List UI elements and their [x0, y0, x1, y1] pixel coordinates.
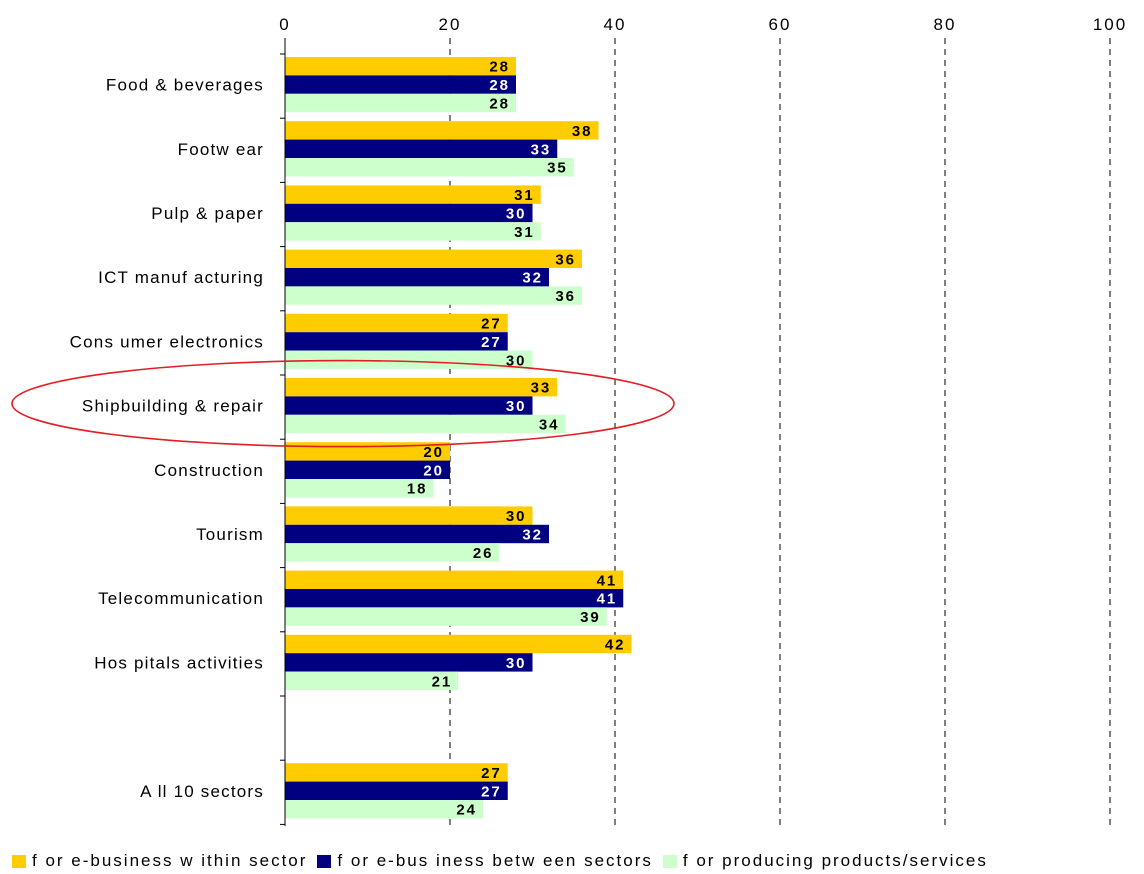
data-label: 31	[514, 224, 535, 241]
bars: 2828283833353130313632362727303330342020…	[285, 57, 632, 819]
bar	[285, 671, 459, 690]
data-label: 39	[580, 609, 601, 626]
data-label: 36	[555, 288, 576, 305]
x-tick-label: 40	[604, 15, 627, 34]
data-label: 20	[423, 444, 444, 461]
category-label: ICT manuf acturing	[98, 268, 264, 287]
data-label: 27	[481, 783, 502, 800]
category-label: Hos pitals activities	[94, 653, 264, 672]
bar	[285, 185, 541, 204]
bar	[285, 634, 632, 654]
bar	[285, 653, 533, 672]
data-label: 30	[506, 398, 527, 415]
data-label: 26	[473, 545, 494, 562]
data-label: 33	[531, 141, 552, 158]
data-label: 31	[514, 187, 535, 204]
category-label: Construction	[154, 461, 264, 480]
data-label: 34	[539, 417, 560, 434]
legend-swatch	[662, 854, 677, 868]
bar	[285, 781, 508, 800]
x-tick-label: 100	[1093, 15, 1127, 34]
x-axis-ticks: 0 20 40 60 80 100	[279, 15, 1127, 34]
data-label: 28	[489, 96, 510, 113]
highlight-ellipse	[11, 359, 675, 448]
x-tick-label: 0	[279, 15, 290, 34]
category-label: Pulp & paper	[151, 204, 264, 223]
legend-item: f or e-bus iness betw een sectors	[317, 851, 652, 871]
data-label: 35	[547, 160, 568, 177]
data-label: 41	[597, 572, 618, 589]
bar	[285, 589, 624, 608]
bar	[285, 460, 450, 479]
data-label: 28	[489, 59, 510, 76]
x-tick-label: 20	[439, 15, 462, 34]
bar	[285, 524, 549, 544]
category-label: Food & beverages	[106, 76, 264, 95]
legend-label: f or e-business w ithin sector	[32, 851, 308, 870]
category-labels: Food & beverages Footw ear Pulp & paper ICT…	[70, 76, 264, 801]
bar	[285, 763, 508, 782]
category-label: Cons umer electronics	[70, 332, 264, 351]
highlight-ellipse-layer	[11, 359, 675, 448]
data-label: 38	[572, 123, 593, 140]
bar-chart: 0 20 40 60 80 100 282828383335313031363236272…	[11, 15, 1127, 826]
bar	[285, 350, 533, 369]
bar	[285, 57, 516, 76]
bar	[285, 139, 558, 158]
data-label: 18	[407, 481, 428, 498]
bar	[285, 286, 582, 305]
legend-swatch	[12, 854, 26, 868]
category-label: A ll 10 sectors	[140, 782, 264, 801]
data-label: 41	[597, 591, 618, 608]
legend-item: f or producing products/services	[662, 851, 988, 871]
bar	[285, 121, 599, 140]
data-label: 30	[506, 655, 527, 672]
bar	[285, 158, 574, 177]
data-label: 32	[522, 527, 543, 544]
bar	[285, 222, 541, 241]
data-label: 27	[481, 765, 502, 782]
data-label: 24	[456, 802, 477, 819]
bar	[285, 203, 533, 223]
data-label: 42	[605, 637, 626, 654]
category-label: Telecommunication	[98, 589, 264, 608]
bar	[285, 332, 508, 351]
data-label: 27	[481, 316, 502, 333]
bar	[285, 607, 607, 626]
bar	[285, 506, 533, 525]
data-label: 30	[506, 206, 527, 223]
legend-label: f or producing products/services	[682, 851, 988, 870]
data-label: 33	[531, 380, 552, 397]
legend-item: f or e-business w ithin sector	[12, 851, 307, 871]
data-label: 30	[506, 508, 527, 525]
legend-swatch	[317, 854, 332, 868]
data-label: 28	[489, 77, 510, 94]
bar	[285, 479, 434, 498]
bar	[285, 396, 533, 415]
bar	[285, 414, 566, 434]
data-label: 20	[423, 462, 444, 479]
data-label: 32	[522, 270, 543, 287]
data-label: 21	[432, 673, 453, 690]
legend: f or e-business w ithin sector f or e-bus…	[12, 850, 998, 872]
legend-label: f or e-bus iness betw een sectors	[337, 851, 653, 870]
x-tick-label: 60	[769, 15, 792, 34]
bar	[285, 800, 483, 819]
bar	[285, 378, 558, 397]
category-label: Shipbuilding & repair	[82, 397, 264, 416]
bar	[285, 268, 549, 287]
y-axis	[280, 38, 286, 826]
data-label: 36	[555, 251, 576, 268]
data-label: 27	[481, 334, 502, 351]
data-label: 30	[506, 352, 527, 369]
bar	[285, 543, 500, 562]
category-label: Tourism	[196, 525, 264, 544]
category-label: Footw ear	[178, 140, 264, 159]
bar	[285, 93, 516, 113]
bar	[285, 570, 624, 589]
bar	[285, 313, 508, 333]
bar	[285, 75, 516, 94]
bar	[285, 249, 582, 268]
x-tick-label: 80	[934, 15, 957, 34]
